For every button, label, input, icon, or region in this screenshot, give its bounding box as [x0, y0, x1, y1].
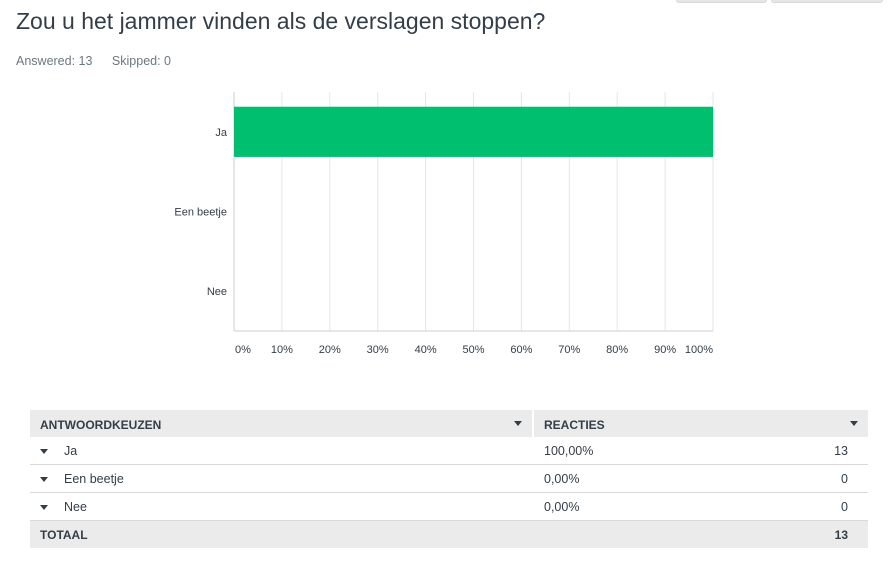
- response-stats: Answered: 13 Skipped: 0: [16, 54, 187, 68]
- answered-count: Answered: 13: [16, 54, 93, 68]
- total-count: 13: [834, 527, 848, 542]
- header-responses[interactable]: REACTIES: [534, 410, 868, 437]
- answer-cell: Nee: [30, 500, 534, 514]
- answer-label: Nee: [64, 499, 87, 514]
- category-label: Ja: [215, 127, 228, 139]
- expand-caret-icon[interactable]: [40, 476, 48, 482]
- response-count: 0: [841, 471, 848, 486]
- bar-chart-svg: Ja Een beetje Nee 0% 10% 20% 30% 40% 50% 60% 70% 80…: [174, 92, 714, 356]
- header-answer-label: ANTWOORDKEUZEN: [40, 418, 162, 432]
- bar-ja: [234, 106, 713, 157]
- x-tick-label: 50%: [462, 344, 484, 356]
- x-tick-label: 70%: [558, 344, 580, 356]
- x-tick-label: 90%: [654, 344, 676, 356]
- response-percent: 0,00%: [544, 471, 580, 486]
- table-header: ANTWOORDKEUZEN REACTIES: [30, 410, 868, 437]
- category-label: Een beetje: [174, 207, 227, 219]
- table-row: Een beetje 0,00% 0: [30, 465, 868, 493]
- top-tab-button-1[interactable]: [676, 0, 767, 3]
- sort-caret-icon[interactable]: [514, 421, 522, 426]
- x-tick-label: 30%: [367, 344, 389, 356]
- sort-caret-icon[interactable]: [850, 421, 858, 426]
- response-percent: 100,00%: [544, 443, 594, 458]
- expand-caret-icon[interactable]: [40, 448, 48, 454]
- response-count: 0: [841, 499, 848, 514]
- x-tick-label: 10%: [271, 344, 293, 356]
- skipped-count: Skipped: 0: [111, 54, 171, 68]
- x-tick-label: 40%: [415, 344, 437, 356]
- total-label: TOTAAL: [40, 527, 88, 542]
- bar-chart: Ja Een beetje Nee 0% 10% 20% 30% 40% 50% 60% 70% 80…: [150, 90, 730, 370]
- response-table: ANTWOORDKEUZEN REACTIES Ja 100,00% 13 Ee…: [30, 410, 868, 548]
- total-row: TOTAAL 13: [30, 521, 868, 548]
- x-tick-label: 80%: [606, 344, 628, 356]
- response-percent: 0,00%: [544, 499, 580, 514]
- top-tabs: [0, 0, 890, 4]
- answer-cell: Ja: [30, 444, 534, 458]
- answer-cell: Een beetje: [30, 472, 534, 486]
- category-label: Nee: [207, 286, 227, 298]
- answer-label: Ja: [64, 443, 78, 458]
- x-tick-label: 20%: [319, 344, 341, 356]
- x-tick-label: 100%: [685, 344, 713, 356]
- header-answer-choices[interactable]: ANTWOORDKEUZEN: [30, 410, 532, 437]
- x-tick-label: 0%: [235, 344, 251, 356]
- x-tick-label: 60%: [510, 344, 532, 356]
- question-title: Zou u het jammer vinden als de verslagen…: [16, 8, 546, 34]
- table-row: Ja 100,00% 13: [30, 437, 868, 465]
- expand-caret-icon[interactable]: [40, 504, 48, 510]
- header-responses-label: REACTIES: [544, 418, 605, 432]
- table-row: Nee 0,00% 0: [30, 493, 868, 521]
- answer-label: Een beetje: [64, 471, 124, 486]
- response-count: 13: [834, 443, 848, 458]
- top-tab-button-2[interactable]: [771, 0, 883, 3]
